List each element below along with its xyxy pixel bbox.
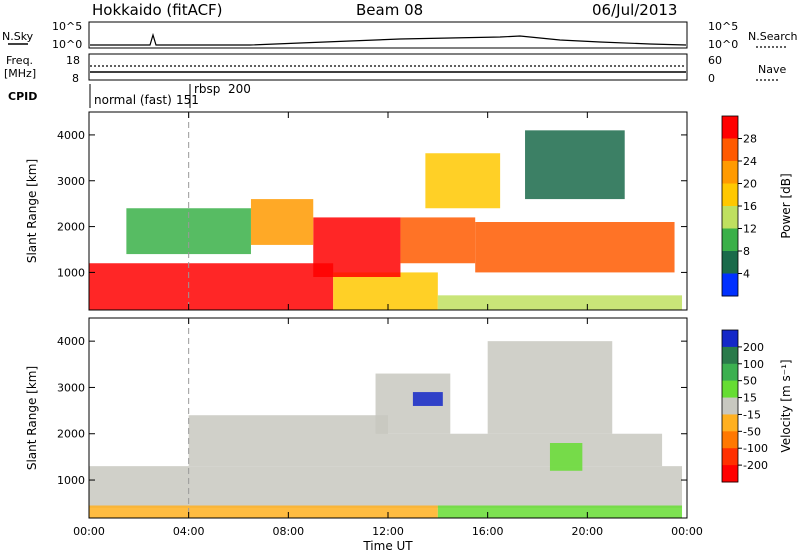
velocity-colorbar-segment [722,363,738,382]
nave-tick-top: 60 [708,54,722,67]
freq-tick-bottom: 8 [72,72,79,85]
colorbar-tick-label: -15 [743,408,761,421]
nsky-trace [90,32,687,46]
nsearch-label: N.Search [748,30,798,43]
nsky-panel-frame [88,21,688,49]
velocity-data-region [89,466,683,508]
velocity-data-region [412,392,443,406]
x-tick-label: 00:00 [671,525,703,538]
power-data-region [89,263,334,310]
colorbar-tick-label: -50 [743,425,761,438]
colorbar-tick-label: 4 [743,268,750,281]
x-tick-label: 16:00 [472,525,504,538]
power-data-region [437,295,683,310]
colorbar-tick-label: -100 [743,442,768,455]
power-data-region [400,217,476,264]
velocity-panel: 1000 2000 3000 4000 00:00 04:00 08:00 12:00 16:0… [25,317,793,538]
nsearch-tick-bottom: 10^0 [708,38,738,51]
cpid-mode-2-value: 200 [228,82,251,96]
x-axis-title: Time UT [362,539,413,553]
freq-label-2: [MHz] [4,67,36,80]
velocity-colorbar-segment [722,380,738,399]
x-tick-label: 00:00 [73,525,105,538]
x-tick-label: 04:00 [173,525,205,538]
colorbar-tick-label: 12 [743,223,757,236]
y-tick-label: 4000 [57,129,85,142]
velocity-colorbar-segment [722,465,738,483]
cpid-mode-1-value: 151 [176,93,199,107]
y-tick-label: 3000 [57,175,85,188]
power-colorbar-segment [722,116,738,139]
colorbar-tick-label: 50 [743,375,757,388]
x-tick-label: 08:00 [272,525,304,538]
velocity-colorbar-frame [721,329,739,483]
velocity-data-region [89,505,438,518]
colorbar-tick-label: 8 [743,245,750,258]
velocity-colorbar-segment [722,414,738,432]
y-tick-label: 2000 [57,221,85,234]
colorbar-tick-label: 15 [743,392,757,405]
colorbar-tick-label: 200 [743,341,764,354]
power-y-axis-label: Slant Range [km] [25,159,39,263]
station-title: Hokkaido (fitACF) [92,1,223,19]
freq-panel-frame [88,53,688,81]
power-colorbar-segment [722,228,738,252]
colorbar-tick-label: -200 [743,459,768,472]
power-data-region [250,199,314,245]
velocity-data-region [388,433,663,467]
power-panel: 1000 2000 3000 4000 Slant Range [km] 28 24 20 16… [25,111,793,311]
nsky-tick-bottom: 10^0 [52,38,82,51]
colorbar-tick-label: 16 [743,200,757,213]
velocity-colorbar-label: Velocity [m s⁻¹] [779,359,793,452]
velocity-data-region [188,415,388,467]
beam-title: Beam 08 [356,1,423,19]
velocity-data-region [437,505,683,518]
y-tick-label: 2000 [57,428,85,441]
velocity-y-axis-label: Slant Range [km] [25,366,39,470]
colorbar-tick-label: 20 [743,178,757,191]
power-data-region [333,272,438,310]
power-colorbar-label: Power [dB] [779,173,793,238]
colorbar-tick-label: 28 [743,133,757,146]
y-tick-label: 4000 [57,335,85,348]
colorbar-tick-label: 100 [743,358,764,371]
power-data-region [525,130,625,200]
velocity-data-region [487,341,613,434]
power-data-region [425,153,501,209]
velocity-colorbar-segment [722,330,738,348]
cpid-mode-2: rbsp [194,82,220,96]
y-tick-label: 1000 [57,474,85,487]
velocity-colorbar-segment [722,346,738,365]
date-title: 06/Jul/2013 [592,1,677,19]
y-tick-label: 3000 [57,381,85,394]
y-tick-label: 1000 [57,266,85,279]
power-colorbar-segment [722,273,738,297]
velocity-colorbar-segment [722,448,738,466]
nave-tick-bottom: 0 [708,72,715,85]
power-data-region [313,217,401,277]
colorbar-tick-label: 24 [743,155,757,168]
cpid-label: CPID [8,90,37,103]
velocity-data-region [549,443,583,471]
freq-label-1: Freq. [6,54,33,67]
power-data-region [475,222,675,273]
power-colorbar-segment [722,183,738,207]
power-colorbar-segment [722,251,738,274]
velocity-colorbar-segment [722,431,738,449]
power-colorbar-segment [722,206,738,229]
power-colorbar-segment [722,138,738,162]
power-colorbar-segment [722,161,738,184]
nsky-tick-top: 10^5 [52,20,82,33]
nsearch-tick-top: 10^5 [708,20,738,33]
velocity-colorbar-segment [722,397,738,415]
x-tick-label: 20:00 [571,525,603,538]
nave-label: Nave [758,63,786,76]
freq-tick-top: 18 [66,54,80,67]
cpid-mode-1: normal (fast) [94,93,172,107]
x-tick-label: 12:00 [372,525,404,538]
nsky-label: N.Sky [2,30,34,43]
